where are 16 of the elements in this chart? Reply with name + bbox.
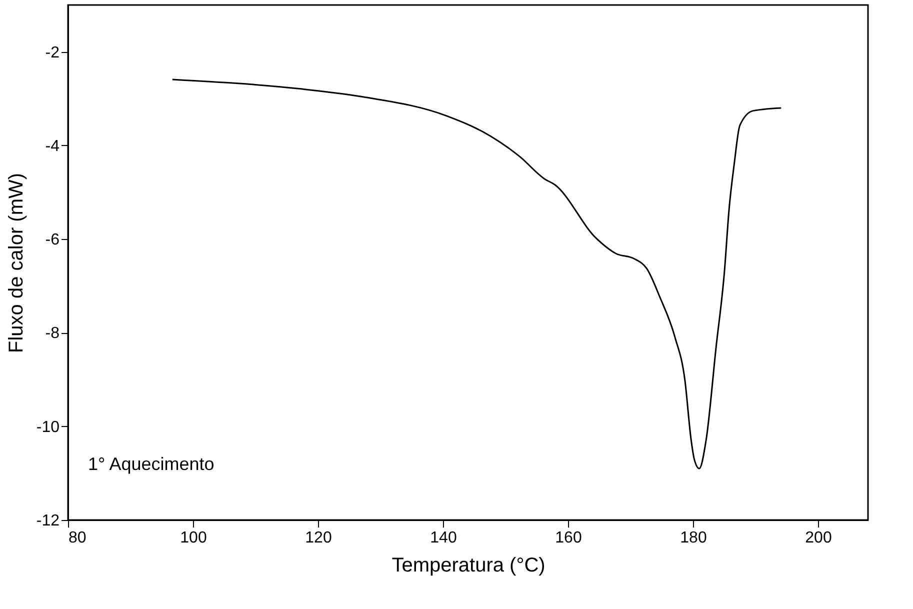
- x-tick-label: 80: [68, 530, 86, 546]
- x-axis-title: Temperatura (°C): [392, 554, 546, 576]
- y-tick-label: -4: [45, 138, 60, 155]
- x-tick-label: 200: [805, 530, 832, 546]
- y-tick-label: -12: [36, 512, 60, 530]
- annotation: 1° Aquecimento: [88, 454, 214, 474]
- x-tick-label: 140: [430, 530, 457, 546]
- y-tick-label: -6: [45, 232, 60, 249]
- y-tick-label: -2: [45, 44, 60, 62]
- y-tick-label: -8: [45, 325, 60, 342]
- x-tick-label: 120: [305, 530, 332, 546]
- x-tick-label: 160: [555, 530, 582, 546]
- x-tick-label: 180: [680, 530, 707, 546]
- y-axis-title: Fluxo de calor (mW): [5, 172, 28, 354]
- y-tick-label: -10: [36, 418, 60, 436]
- x-tick-label: 100: [180, 530, 207, 546]
